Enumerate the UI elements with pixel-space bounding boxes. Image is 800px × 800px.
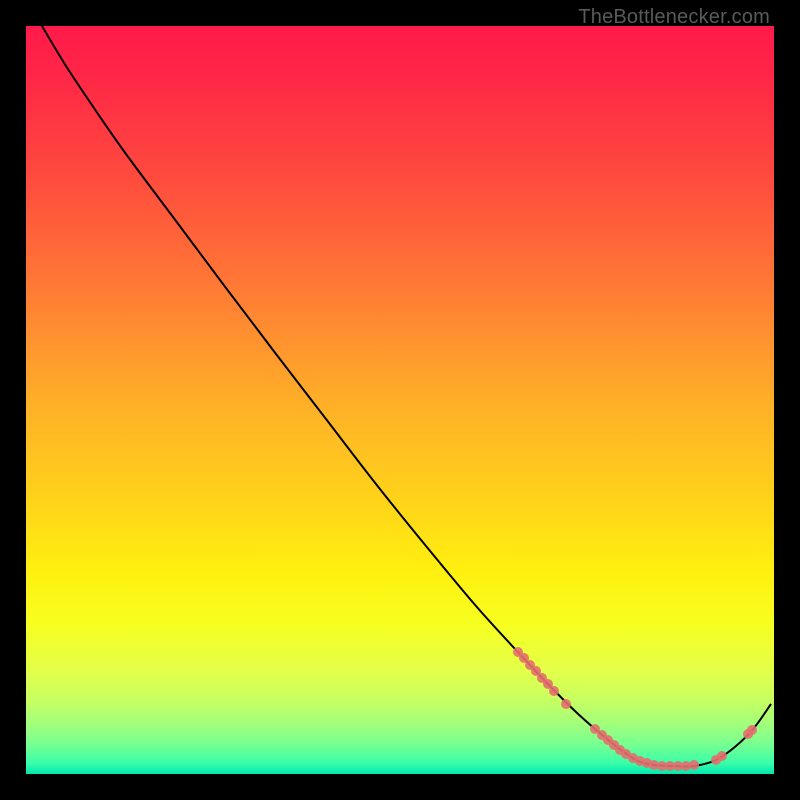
chart-svg — [26, 26, 774, 774]
chart-marker — [747, 725, 757, 735]
chart-marker — [549, 686, 559, 696]
plot-area — [26, 26, 774, 774]
chart-background — [26, 26, 774, 774]
chart-marker — [717, 751, 727, 761]
chart-frame: TheBottlenecker.com — [0, 0, 800, 800]
chart-marker — [689, 760, 699, 770]
chart-marker — [561, 699, 571, 709]
